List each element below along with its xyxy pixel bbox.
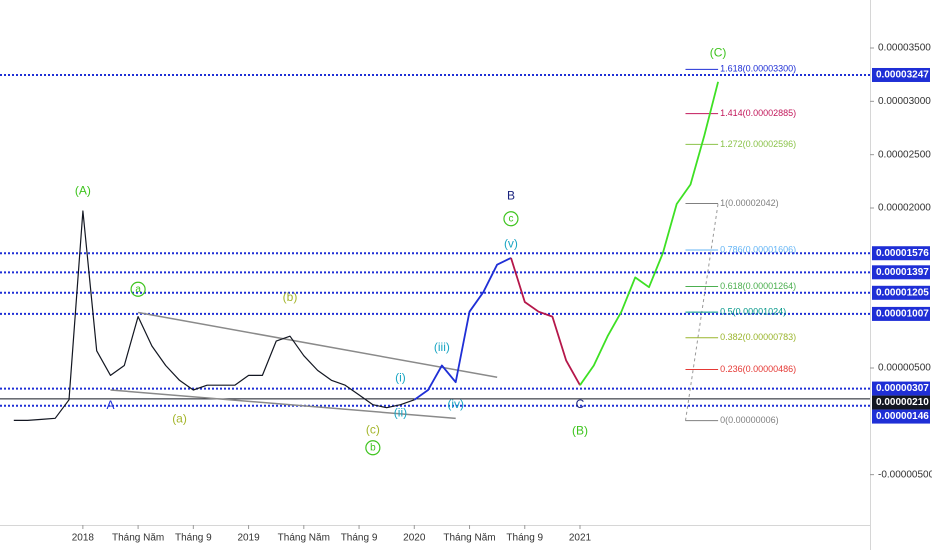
x-tick-label: Tháng 9 bbox=[341, 533, 378, 544]
wave-label: (B) bbox=[572, 423, 588, 437]
y-tick-label: 0.00000500 bbox=[878, 363, 931, 374]
price-level-tag bbox=[872, 409, 930, 424]
trendline bbox=[110, 389, 456, 420]
price-level-label: 0.00001397 bbox=[876, 267, 929, 278]
price-level-tag bbox=[872, 246, 930, 261]
x-tick-label: Tháng Năm bbox=[278, 533, 330, 544]
y-tick-label: 0.00003500 bbox=[878, 43, 931, 54]
price-level-label: 0.00000146 bbox=[876, 411, 929, 422]
wave-label: (v) bbox=[504, 236, 518, 250]
annotation-circle bbox=[365, 440, 381, 456]
trendline bbox=[137, 311, 498, 379]
fib-label: 1.272(0.00002596) bbox=[720, 139, 796, 149]
price-level-label: 0.00001007 bbox=[876, 309, 929, 320]
price-level-tag bbox=[872, 67, 930, 82]
price-level-tag bbox=[872, 395, 930, 410]
y-tick-label: 0.00003000 bbox=[878, 96, 931, 107]
fib-label: 0.5(0.00001024) bbox=[720, 306, 786, 316]
wave-label: b bbox=[370, 442, 376, 453]
x-tick-label: Tháng 9 bbox=[175, 533, 212, 544]
price-level-label: 0.00001576 bbox=[876, 248, 929, 259]
price-level-label: 0.00003247 bbox=[876, 70, 929, 81]
y-tick-label: 0.00002000 bbox=[878, 203, 931, 214]
fib-label: 1.618(0.00003300) bbox=[720, 64, 796, 74]
price-level-tag bbox=[872, 306, 930, 321]
fib-label: 0(0.00000006) bbox=[720, 415, 779, 425]
fib-label: 0.786(0.00001606) bbox=[720, 244, 796, 254]
x-tick-label: Tháng 9 bbox=[506, 533, 543, 544]
wave-label: (C) bbox=[710, 46, 727, 60]
wave-label: A bbox=[106, 398, 114, 412]
price-line bbox=[579, 81, 719, 386]
wave-label: (a) bbox=[172, 412, 187, 426]
fib-label: 1(0.00002042) bbox=[720, 198, 779, 208]
wave-label: C bbox=[576, 397, 585, 411]
x-tick-label: 2018 bbox=[72, 533, 95, 544]
fib-label: 1.414(0.00002885) bbox=[720, 108, 796, 118]
price-level-tag bbox=[872, 265, 930, 280]
wave-label: (iii) bbox=[434, 340, 450, 354]
wave-label: (c) bbox=[366, 422, 380, 436]
wave-label: a bbox=[135, 284, 141, 295]
x-tick-label: 2021 bbox=[569, 533, 592, 544]
annotation-circle bbox=[503, 211, 519, 227]
wave-label: c bbox=[508, 213, 513, 224]
fib-label: 0.236(0.00000486) bbox=[720, 364, 796, 374]
x-tick-label: 2019 bbox=[237, 533, 260, 544]
price-level-label: 0.00000307 bbox=[876, 383, 929, 394]
price-line bbox=[510, 257, 581, 386]
wave-label: B bbox=[507, 188, 515, 202]
wave-label: (ii) bbox=[394, 406, 407, 420]
price-line bbox=[13, 210, 415, 421]
y-tick-label: 0.00002500 bbox=[878, 149, 931, 160]
wave-label: (b) bbox=[283, 290, 298, 304]
price-level-tag bbox=[872, 285, 930, 300]
wave-label: (A) bbox=[75, 184, 91, 198]
price-level-label: 0.00001205 bbox=[876, 287, 929, 298]
price-line bbox=[413, 257, 512, 401]
x-tick-label: Tháng Năm bbox=[112, 533, 164, 544]
price-level-tag bbox=[872, 381, 930, 396]
wave-label: (iv) bbox=[447, 397, 464, 411]
wave-label: (i) bbox=[395, 370, 406, 384]
annotation-circle bbox=[130, 281, 146, 297]
y-tick-label: -0.00000500 bbox=[878, 469, 932, 480]
price-level-label: 0.00000210 bbox=[876, 397, 929, 408]
x-tick-label: Tháng Năm bbox=[443, 533, 495, 544]
fib-label: 0.618(0.00001264) bbox=[720, 281, 796, 291]
x-tick-label: 2020 bbox=[403, 533, 426, 544]
fib-label: 0.382(0.00000783) bbox=[720, 332, 796, 342]
